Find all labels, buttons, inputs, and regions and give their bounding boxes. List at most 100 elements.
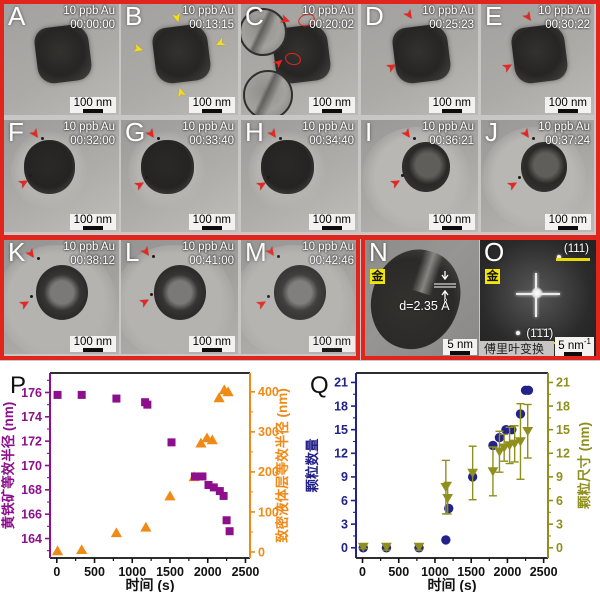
gold-nanoparticle-dot xyxy=(276,254,280,258)
left-axis-title: 颗粒数量 xyxy=(304,438,320,492)
svg-text:500: 500 xyxy=(84,565,105,579)
panel-letter: B xyxy=(125,4,143,31)
scale-bar: 100 nm xyxy=(69,336,116,352)
scale-bar-label: 100 nm xyxy=(192,97,231,109)
scale-bar: 100 nm xyxy=(308,214,355,230)
scale-bar-line xyxy=(321,226,342,230)
pyrite-particle xyxy=(390,23,452,85)
scale-bar-label: 100 nm xyxy=(312,214,351,226)
gold-nanoparticle-dot xyxy=(144,176,148,180)
scale-bar-label: 100 nm xyxy=(192,336,231,348)
gold-badge: 金 xyxy=(485,269,500,284)
panel-info: 10 ppb Au 00:41:00 xyxy=(182,241,234,268)
panel-letter: N xyxy=(369,240,388,267)
dose-label: 10 ppb Au xyxy=(422,121,474,133)
tem-panel-j: J 10 ppb Au 00:37:24 100 nm ➤ ➤ xyxy=(481,120,594,232)
scale-bar-line xyxy=(321,109,342,113)
gold-nanoparticle-dot xyxy=(267,176,271,180)
gold-nanoparticle-dot xyxy=(28,174,32,177)
dose-label: 10 ppb Au xyxy=(182,121,234,133)
scale-bar-label: 5 nm xyxy=(558,340,584,352)
gold-nanoparticle-dot xyxy=(278,136,282,140)
dose-label: 10 ppb Au xyxy=(63,241,115,253)
plane-111-label: (111) xyxy=(563,243,589,255)
scale-bar-line xyxy=(82,348,103,352)
svg-text:174: 174 xyxy=(21,410,42,424)
panel-info: 10 ppb Au 00:32:00 xyxy=(63,121,115,148)
panel-info: 10 ppb Au 00:33:40 xyxy=(182,121,234,148)
svg-text:0: 0 xyxy=(258,545,265,559)
gold-nanoparticle-dot xyxy=(36,256,40,260)
svg-text:170: 170 xyxy=(21,459,42,473)
scale-bar-line xyxy=(441,226,462,230)
panel-info: 10 ppb Au 00:30:22 xyxy=(538,5,590,32)
gold-nanoparticle-dot xyxy=(151,254,155,258)
panel-letter: H xyxy=(245,120,264,147)
scale-bar-label: 100 nm xyxy=(312,97,351,109)
panel-letter: G xyxy=(125,120,146,147)
svg-text:3: 3 xyxy=(341,517,348,531)
svg-text:1500: 1500 xyxy=(156,565,184,579)
svg-text:172: 172 xyxy=(21,434,42,448)
dose-label: 10 ppb Au xyxy=(538,121,590,133)
tem-panel-i: I 10 ppb Au 00:36:21 100 nm ➤ ➤ xyxy=(361,120,478,232)
svg-text:9: 9 xyxy=(556,470,563,484)
tem-panel-n: N 金 d=2.35 Å 5 nm xyxy=(365,240,479,357)
svg-text:168: 168 xyxy=(21,483,42,497)
gold-nanoparticle-dot xyxy=(401,174,405,177)
svg-text:2500: 2500 xyxy=(530,565,558,579)
svg-text:9: 9 xyxy=(341,470,348,484)
chart-p: 0 500 1000 1500 2000 250016416616817017217417… xyxy=(0,372,290,592)
scale-bar-line xyxy=(201,226,222,230)
svg-text:164: 164 xyxy=(21,532,42,546)
right-axis-title: 致密液体层等效半径 (nm) xyxy=(274,388,290,543)
magnified-inset-circle xyxy=(241,8,287,56)
tem-panel-o: O 金 (111) (1̄1̄1̄) 傅里叶变换 5 nm-1 xyxy=(480,240,596,357)
pyrite-particle xyxy=(140,140,194,194)
scale-bar-label: 100 nm xyxy=(73,97,112,109)
timestamp: 00:34:40 xyxy=(309,134,354,147)
svg-text:2000: 2000 xyxy=(494,565,522,579)
scale-bar: 100 nm xyxy=(188,97,235,113)
timestamp: 00:20:02 xyxy=(309,18,354,31)
panel-info: 10 ppb Au 00:38:12 xyxy=(63,241,115,268)
fft-caption: 傅里叶变换 xyxy=(480,341,554,357)
dose-label: 10 ppb Au xyxy=(302,5,354,17)
pyrite-particle xyxy=(150,23,212,85)
scale-bar-label: 100 nm xyxy=(73,336,112,348)
series-particle-size xyxy=(357,403,534,552)
svg-text:15: 15 xyxy=(334,423,348,437)
fft-spot-111bar xyxy=(515,330,520,335)
chart-q: 0 500 1000 1500 2000 2500 0 3 6 9 12 15 18 21 0 3 6 9 12 15… xyxy=(304,372,592,592)
d-spacing-marker-icon xyxy=(433,270,457,305)
svg-text:166: 166 xyxy=(21,507,42,521)
scale-bar: 5 nm xyxy=(443,339,477,355)
d-spacing-label: d=2.35 Å xyxy=(399,298,450,313)
panel-info: 10 ppb Au 00:34:40 xyxy=(302,121,354,148)
scale-bar-label: 100 nm xyxy=(312,336,351,348)
timestamp: 00:37:24 xyxy=(545,134,590,147)
pyrite-particle xyxy=(260,140,314,194)
fft-spot-111 xyxy=(556,255,561,260)
panel-letter: O xyxy=(484,240,505,267)
tem-panel-m: M 10 ppb Au 00:42:46 100 nm ➤ ➤ xyxy=(241,240,358,354)
svg-text:1000: 1000 xyxy=(118,565,146,579)
panel-letter: A xyxy=(8,4,26,31)
scale-bar-label: 5 nm xyxy=(447,339,473,351)
svg-text:18: 18 xyxy=(556,399,570,413)
scale-bar-label: 100 nm xyxy=(432,214,471,226)
tem-panel-d: D 10 ppb Au 00:25:23 100 nm ➤ ➤ xyxy=(361,4,478,115)
svg-text:1000: 1000 xyxy=(421,565,449,579)
timestamp: 00:42:46 xyxy=(309,254,354,267)
tem-panel-c: C 10 ppb Au 00:20:02 100 nm ➤ ➤ xyxy=(241,4,358,115)
tem-panel-f: F 10 ppb Au 00:32:00 100 nm ➤ ➤ xyxy=(4,120,119,232)
gold-nanoparticle-dot xyxy=(29,295,33,298)
magnified-inset-circle xyxy=(243,70,293,115)
scale-bar-label: 100 nm xyxy=(192,214,231,226)
panel-letter: K xyxy=(8,240,26,267)
gold-badge: 金 xyxy=(370,269,385,284)
panel-info: 10 ppb Au 00:00:00 xyxy=(63,5,115,32)
timestamp: 00:36:21 xyxy=(429,134,474,147)
tem-panel-k: K 10 ppb Au 00:38:12 100 nm ➤ ➤ xyxy=(4,240,119,354)
svg-text:300: 300 xyxy=(258,425,279,439)
